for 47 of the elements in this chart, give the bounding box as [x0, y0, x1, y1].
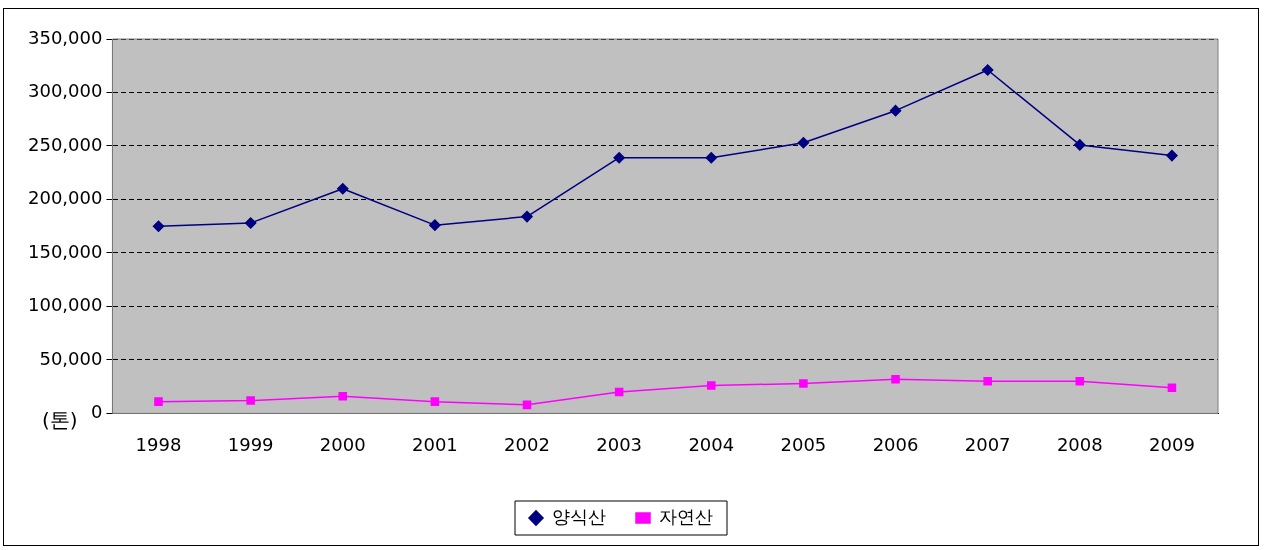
x-tick-label: 1999 [227, 433, 274, 455]
point [430, 397, 440, 406]
point [1166, 149, 1178, 162]
point [1074, 139, 1086, 151]
x-tick-label: 2001 [411, 433, 458, 455]
point [522, 400, 532, 410]
y-tick-label: 0 [90, 401, 103, 423]
x-tick-label: 2008 [1056, 433, 1103, 455]
y-tick-label: 350,000 [28, 26, 103, 48]
point [981, 64, 994, 76]
x-tick-label: 2007 [964, 433, 1011, 455]
point [707, 381, 716, 390]
point [152, 220, 165, 232]
point [1075, 377, 1085, 386]
x-tick-label: 2006 [872, 433, 919, 455]
y-tick-label: 100,000 [28, 294, 103, 316]
legend-label: 양식산 [552, 505, 606, 527]
x-tick-label: 1998 [135, 433, 182, 455]
y-tick-label: 200,000 [28, 187, 103, 209]
point [338, 392, 348, 401]
y-axis-title: (톤) [42, 407, 78, 432]
point [244, 217, 257, 229]
point [521, 210, 533, 223]
y-tick-label: 50,000 [39, 347, 103, 369]
point [891, 374, 900, 384]
point [1167, 383, 1177, 393]
point [983, 377, 992, 386]
point [705, 151, 718, 164]
y-tick-label: 250,000 [28, 133, 103, 155]
point [799, 379, 808, 388]
legend-label: 자연산 [659, 505, 713, 527]
point [797, 137, 810, 149]
point [429, 219, 441, 231]
x-tick-label: 2004 [688, 433, 735, 455]
point [613, 151, 625, 164]
point [154, 397, 163, 406]
y-tick-label: 150,000 [28, 240, 103, 262]
point [889, 104, 902, 117]
y-tick-label: 300,000 [28, 80, 103, 102]
point [337, 183, 349, 195]
x-tick-label: 2002 [504, 433, 550, 455]
point [246, 396, 255, 405]
x-tick-label: 2000 [319, 433, 366, 455]
point [614, 387, 624, 397]
x-tick-label: 2009 [1149, 433, 1195, 455]
x-tick-label: 2005 [780, 433, 827, 455]
x-tick-label: 2003 [596, 433, 643, 455]
